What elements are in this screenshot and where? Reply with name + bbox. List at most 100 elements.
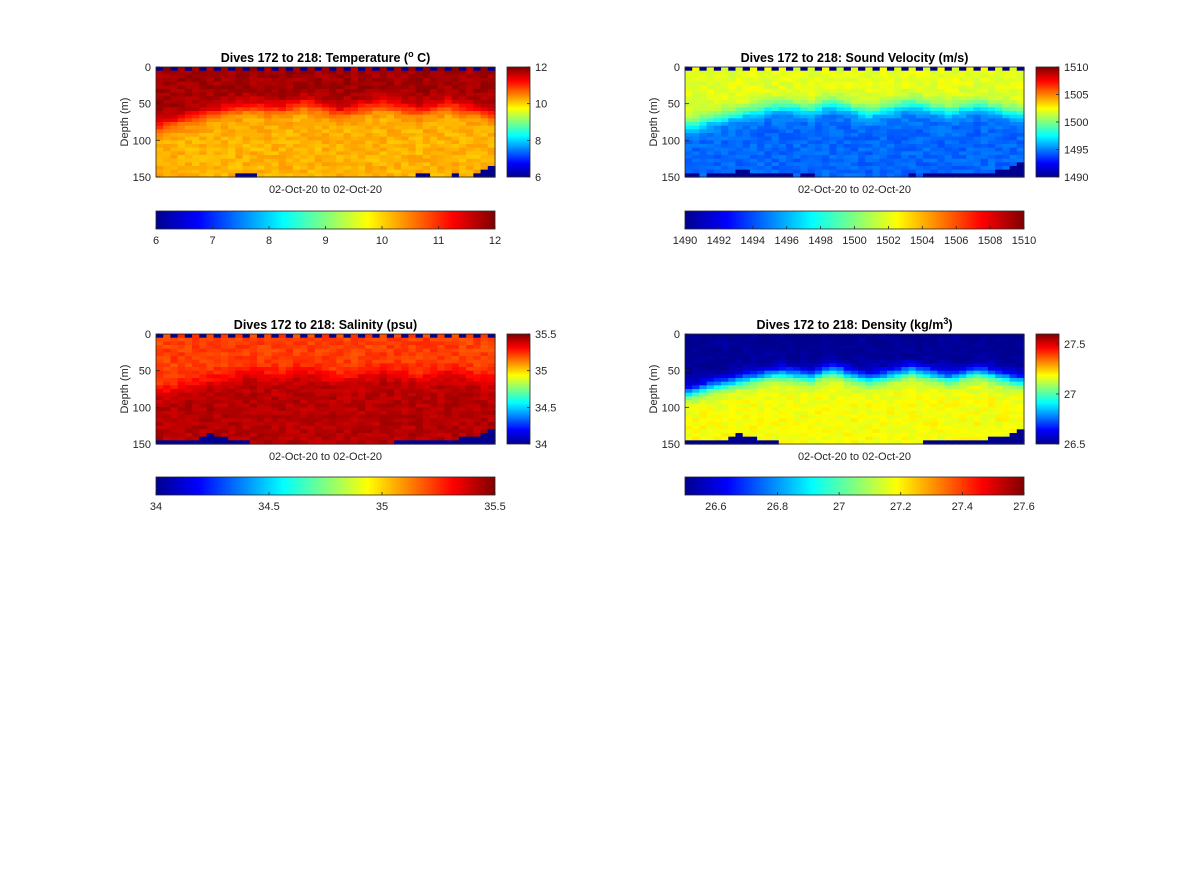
heatmap-cell: [249, 155, 258, 160]
heatmap-cell: [249, 129, 258, 134]
heatmap-cell: [713, 374, 722, 379]
heatmap-cell: [422, 136, 431, 141]
heatmap-cell: [959, 114, 967, 119]
heatmap-cell: [184, 370, 193, 375]
heatmap-cell: [995, 136, 1003, 141]
heatmap-cell: [692, 425, 701, 430]
heatmap-cell: [350, 107, 359, 112]
heatmap-cell: [314, 162, 323, 167]
heatmap-cell: [321, 352, 330, 357]
heatmap-cell: [735, 378, 744, 383]
heatmap-cell: [915, 144, 924, 149]
heatmap-cell: [372, 129, 381, 134]
heatmap-cell: [314, 433, 323, 438]
heatmap-cell: [473, 411, 482, 416]
heatmap-cell: [278, 125, 287, 130]
heatmap-cell: [959, 122, 967, 127]
heatmap-cell: [379, 359, 388, 364]
heatmap-cell: [793, 359, 801, 364]
heatmap-cell: [285, 78, 294, 83]
heatmap-cell: [850, 133, 859, 138]
heatmap-cell: [228, 67, 236, 72]
heatmap-cell: [336, 166, 345, 171]
heatmap-cell: [184, 144, 193, 149]
heatmap-cell: [350, 85, 359, 90]
heatmap-cell: [300, 429, 309, 434]
heatmap-cell: [487, 67, 496, 72]
heatmap-cell: [415, 78, 424, 83]
heatmap-cell: [886, 103, 895, 108]
heatmap-cell: [466, 70, 474, 75]
heatmap-cell: [415, 440, 424, 445]
heatmap-cell: [249, 363, 258, 368]
heatmap-cell: [771, 433, 780, 438]
heatmap-cell: [235, 348, 244, 353]
heatmap-cell: [437, 173, 446, 178]
heatmap-cell: [944, 155, 953, 160]
heatmap-cell: [692, 122, 701, 127]
heatmap-cell: [973, 173, 982, 178]
heatmap-cell: [401, 389, 410, 394]
heatmap-cell: [357, 89, 366, 94]
heatmap-cell: [785, 67, 794, 72]
heatmap-cell: [800, 166, 809, 171]
heatmap-cell: [357, 173, 366, 178]
heatmap-cell: [458, 370, 467, 375]
heatmap-cell: [394, 425, 402, 430]
heatmap-cell: [451, 111, 460, 116]
heatmap-cell: [742, 78, 751, 83]
heatmap-cell: [894, 89, 902, 94]
heatmap-cell: [713, 418, 722, 423]
heatmap-cell: [980, 100, 989, 105]
heatmap-cell: [343, 96, 352, 101]
heatmap-cell: [437, 425, 446, 430]
heatmap-cell: [430, 359, 438, 364]
heatmap-cell: [973, 92, 982, 97]
heatmap-cell: [285, 418, 294, 423]
heatmap-cell: [692, 396, 701, 401]
heatmap-cell: [451, 151, 460, 156]
heatmap-cell: [235, 147, 244, 152]
heatmap-cell: [829, 348, 838, 353]
heatmap-cell: [793, 440, 801, 445]
heatmap-cell: [822, 70, 830, 75]
heatmap-cell: [872, 89, 881, 94]
heatmap-cell: [394, 359, 402, 364]
heatmap-cell: [156, 144, 164, 149]
heatmap-cell: [184, 337, 193, 342]
heatmap-cell: [192, 348, 200, 353]
heatmap-cell: [764, 359, 773, 364]
heatmap-cell: [995, 129, 1003, 134]
heatmap-cell: [829, 89, 838, 94]
heatmap-cell: [807, 436, 816, 441]
heatmap-cell: [199, 433, 208, 438]
heatmap-cell: [228, 378, 236, 383]
heatmap-cell: [372, 96, 381, 101]
heatmap-cell: [850, 129, 859, 134]
heatmap-cell: [401, 337, 410, 342]
heatmap-cell: [264, 158, 272, 163]
heatmap-cell: [685, 440, 693, 445]
heatmap-cell: [184, 440, 193, 445]
heatmap-cell: [228, 418, 236, 423]
heatmap-cell: [764, 403, 773, 408]
heatmap-cell: [800, 418, 809, 423]
heatmap-cell: [242, 70, 251, 75]
heatmap-cell: [422, 100, 431, 105]
heatmap-cell: [293, 440, 301, 445]
heatmap-cell: [408, 129, 417, 134]
heatmap-cell: [228, 133, 236, 138]
heatmap-cell: [285, 345, 294, 350]
heatmap-cell: [444, 114, 453, 119]
heatmap-cell: [1002, 89, 1011, 94]
heatmap-cell: [278, 396, 287, 401]
heatmap-cell: [814, 78, 823, 83]
heatmap-cell: [314, 345, 323, 350]
heatmap-cell: [256, 337, 265, 342]
heatmap-cell: [220, 129, 229, 134]
heatmap-cell: [843, 103, 852, 108]
heatmap-cell: [699, 425, 708, 430]
y-tick-label: 100: [662, 135, 680, 147]
heatmap-cell: [285, 122, 294, 127]
heatmap-cell: [372, 407, 381, 412]
